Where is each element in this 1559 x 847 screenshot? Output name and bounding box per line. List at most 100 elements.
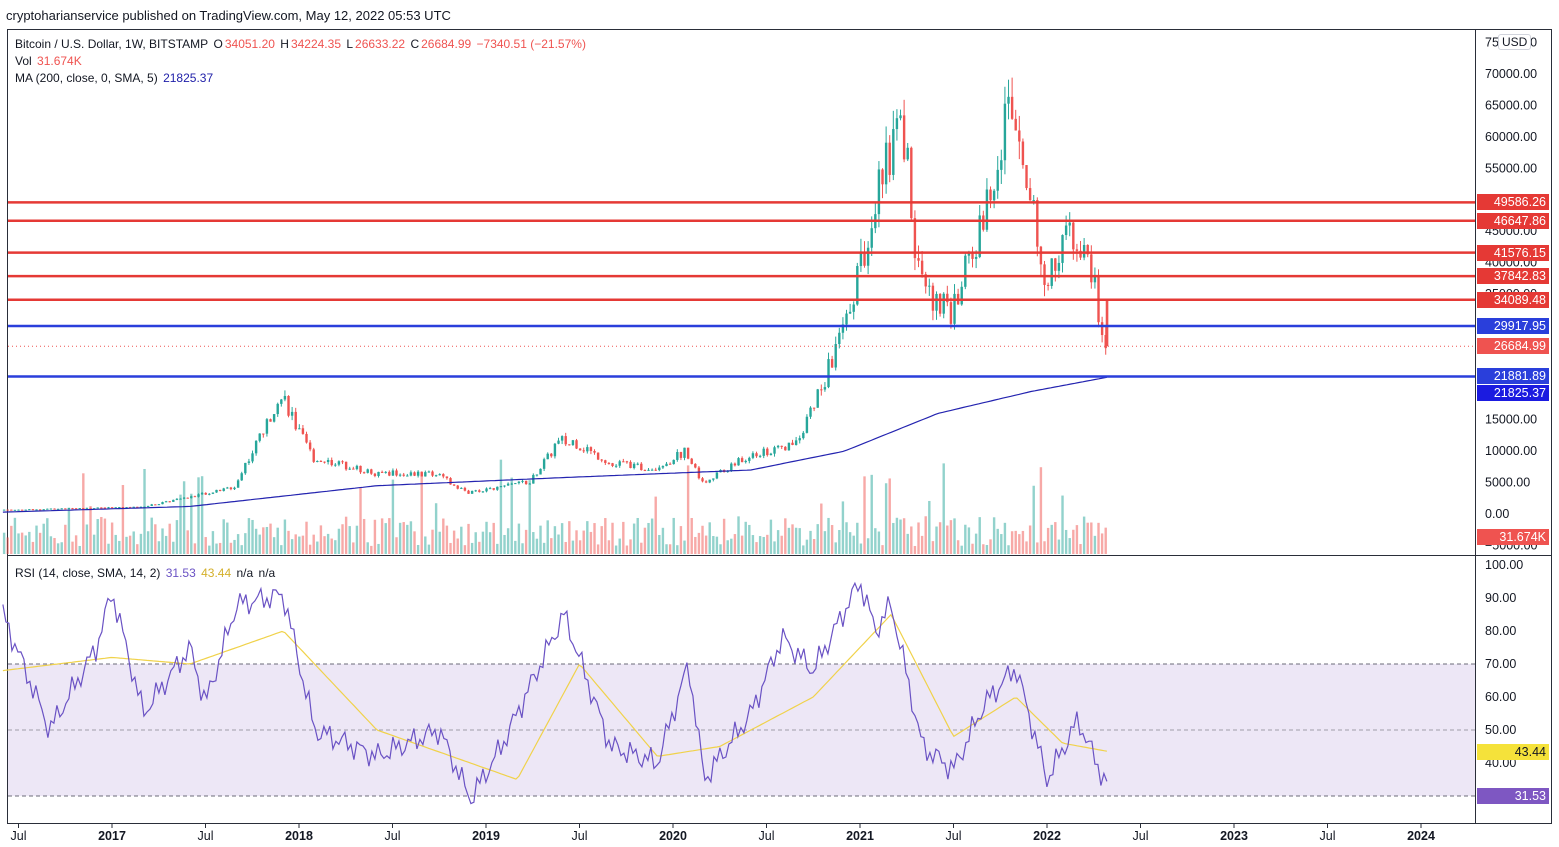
volume-bar [283, 519, 287, 554]
candle-body [906, 147, 909, 160]
candle-body [290, 411, 294, 416]
volume-bar [730, 538, 733, 554]
level-tag: 37842.83 [1477, 268, 1549, 285]
candle-body [298, 428, 301, 430]
volume-bar [1046, 527, 1050, 554]
candle-body [395, 470, 398, 476]
volume-bar [1090, 522, 1093, 554]
time-axis-label: Jul [198, 829, 214, 843]
volume-bar [2, 532, 6, 554]
candle-body [100, 507, 103, 509]
candle-body [233, 487, 236, 490]
volume-bar [89, 506, 92, 554]
volume-bar [60, 542, 63, 554]
volume-bar [1054, 522, 1057, 554]
volume-bar [665, 544, 668, 554]
candle-body [557, 440, 560, 444]
candle-body [697, 467, 701, 479]
volume-bar [1061, 495, 1064, 554]
candle-body [352, 468, 355, 470]
volume-bar [305, 521, 308, 554]
candle-body [640, 463, 643, 471]
candle-body [265, 419, 269, 434]
volume-bar [722, 518, 726, 554]
volume-bar [780, 535, 783, 554]
volume-bar [161, 528, 164, 554]
candle-body [982, 215, 985, 230]
volume-bar [445, 525, 449, 554]
volume-bar [1039, 467, 1043, 554]
candle-body [240, 473, 243, 481]
volume-bar [802, 545, 805, 554]
vol-value: 31.674K [37, 54, 82, 68]
volume-bar [1000, 534, 1003, 554]
rsi-na-1: n/a [236, 566, 254, 580]
candle-body [56, 508, 60, 510]
candle-body [370, 469, 373, 474]
ma-legend[interactable]: MA (200, close, 0, SMA, 5) 21825.37 [15, 71, 215, 85]
volume-bar [917, 522, 920, 554]
candle-body [622, 461, 625, 463]
volume-bar [215, 543, 218, 554]
candle-body [186, 497, 189, 499]
candle-body [586, 447, 589, 452]
candle-body [258, 433, 261, 441]
volume-bar [370, 545, 373, 554]
volume-bar [136, 544, 139, 554]
volume-bar [575, 530, 578, 554]
volume-bar [53, 537, 56, 554]
volume-bar [532, 532, 535, 554]
symbol-legend[interactable]: Bitcoin / U.S. Dollar, 1W, BITSTAMP O 340… [15, 37, 588, 51]
candle-body [46, 508, 49, 510]
volume-bar [28, 531, 31, 554]
volume-bar [344, 516, 348, 554]
volume-bar [989, 539, 992, 554]
volume-bar [1075, 525, 1079, 554]
candle-body [398, 474, 402, 476]
candle-body [215, 489, 218, 493]
volume-bar [280, 545, 283, 554]
time-axis-label: Jul [759, 829, 775, 843]
rsi-legend[interactable]: RSI (14, close, SMA, 14, 2) 31.53 43.44 … [15, 566, 277, 580]
candle-body [110, 507, 114, 509]
candle-body [708, 479, 711, 483]
candle-body [776, 445, 780, 448]
volume-bar [388, 518, 391, 554]
volume-bar [982, 544, 985, 554]
candle-body [154, 504, 157, 506]
candle-body [283, 395, 287, 400]
rsi-axis-label: 100.00 [1485, 558, 1523, 572]
volume-bar [870, 474, 873, 554]
time-axis-label: Jul [1133, 829, 1149, 843]
candle-body [125, 507, 128, 509]
volume-bar [1100, 533, 1104, 554]
candle-body [323, 461, 326, 463]
candle-body [49, 508, 53, 510]
volume-bar [204, 537, 207, 554]
rsi-sma-tag: 43.44 [1477, 743, 1549, 760]
volume-bar [438, 531, 441, 554]
volume-legend[interactable]: Vol 31.674K [15, 54, 84, 68]
candle-body [254, 440, 258, 454]
volume-bar [20, 532, 24, 554]
time-axis-label: 2023 [1220, 829, 1248, 843]
volume-bar [766, 534, 769, 554]
candle-body [856, 266, 859, 305]
currency-button[interactable]: USD [1498, 34, 1532, 50]
candle-body [600, 459, 603, 461]
volume-bar [884, 483, 888, 554]
volume-bar [758, 536, 762, 554]
volume-bar [467, 523, 470, 554]
level-tag: 49586.26 [1477, 194, 1549, 211]
volume-bar [139, 533, 143, 554]
candle-body [488, 488, 492, 490]
volume-bar [1003, 522, 1007, 554]
volume-bar [362, 518, 366, 554]
candle-body [114, 507, 117, 509]
volume-bar [416, 544, 420, 554]
volume-bar [1021, 530, 1025, 554]
volume-bars [2, 459, 1107, 554]
candle-body [830, 359, 834, 368]
candle-body [388, 471, 391, 476]
